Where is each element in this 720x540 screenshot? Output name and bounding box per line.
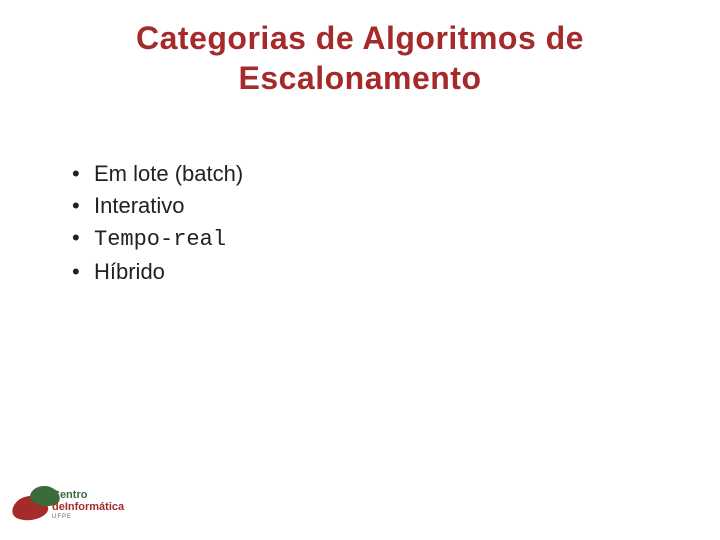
- list-item: Híbrido: [72, 256, 680, 288]
- list-item: Em lote (batch): [72, 158, 680, 190]
- list-item: Tempo-real: [72, 222, 680, 256]
- list-item-text: Interativo: [94, 193, 185, 218]
- list-item-text: Em lote (batch): [94, 161, 243, 186]
- logo-line1: Centro: [52, 489, 87, 501]
- footer-logo: Centro deInformática UFPE: [8, 484, 128, 532]
- logo-subtext: UFPE: [52, 514, 72, 520]
- list-item-text: Tempo-real: [94, 227, 226, 252]
- bullet-list: Em lote (batch) Interativo Tempo-real Hí…: [40, 158, 680, 288]
- list-item: Interativo: [72, 190, 680, 222]
- slide-title: Categorias de Algoritmos de Escalonament…: [40, 18, 680, 98]
- logo-text: Centro deInformática: [52, 490, 124, 513]
- logo-line2: deInformática: [52, 501, 124, 513]
- list-item-text: Híbrido: [94, 259, 165, 284]
- slide: Categorias de Algoritmos de Escalonament…: [0, 0, 720, 540]
